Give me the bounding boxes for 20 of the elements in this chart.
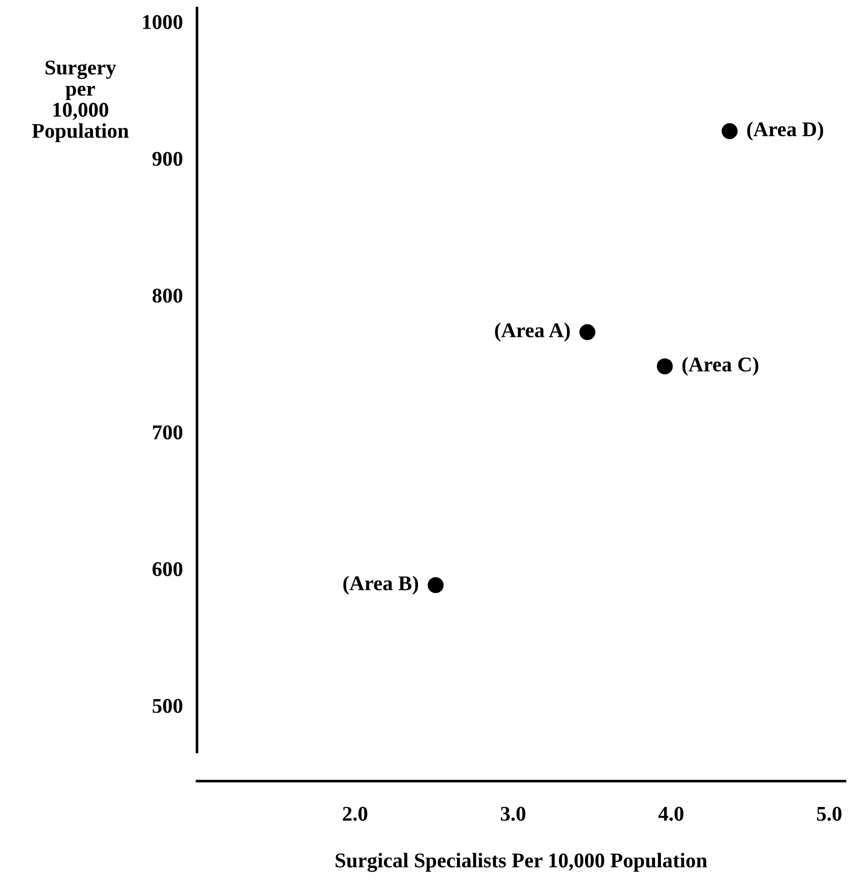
x-tick-label: 3.0 [500,806,526,821]
y-tick-label: 700 [153,425,182,440]
x-axis-title: Surgical Specialists Per 10,000 Population [336,852,708,872]
y-tick-label: 500 [152,698,182,713]
y-tick-label: 600 [152,562,182,576]
x-tick-label: 2.0 [342,806,368,821]
point [656,358,673,374]
point [428,577,444,594]
annotation: (Area B) [343,576,418,595]
x-tick-label: 4.0 [658,806,684,821]
annotation: (Area D) [747,122,824,141]
y-tick-label: 900 [152,152,182,166]
y-tick-label: 800 [152,288,182,303]
point [722,123,738,140]
x-tick-label: 5.0 [817,806,842,821]
y-axis-title: Surgery per 10,000 Population [32,60,129,142]
annotation: (Area C) [682,356,758,376]
y-tick-label: 1000 [143,15,182,30]
annotation: (Area A) [495,322,570,342]
point [579,324,596,340]
